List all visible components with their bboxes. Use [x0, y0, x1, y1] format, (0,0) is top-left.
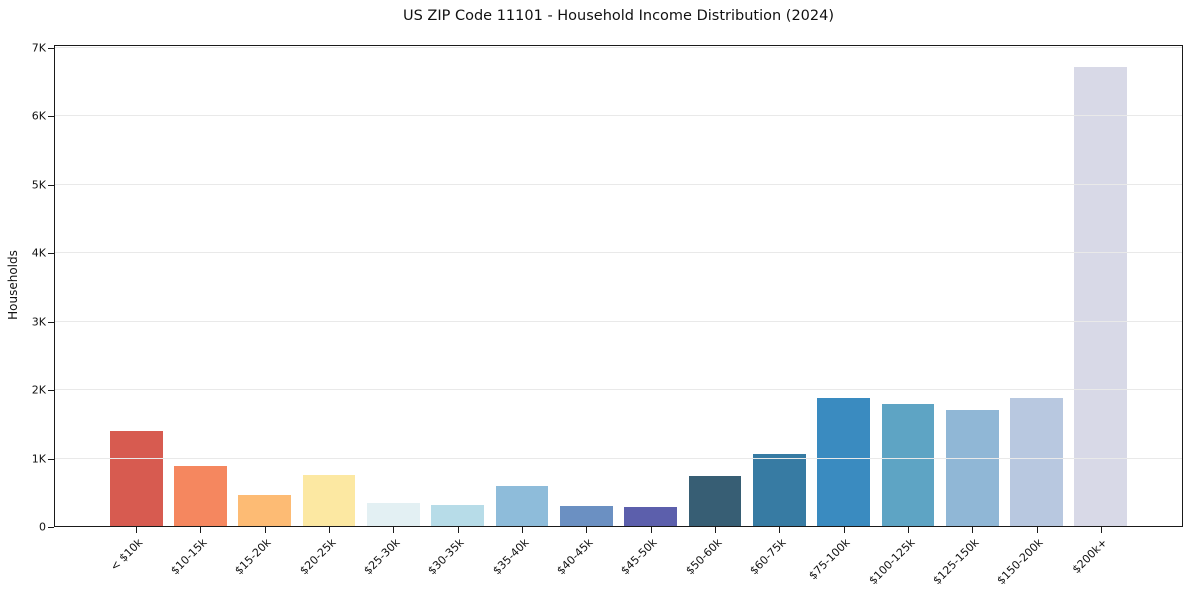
bar-slot: $150-200k — [995, 46, 1068, 587]
x-axis-tick-label: $10-15k — [168, 536, 210, 578]
x-axis-tick-mark — [200, 527, 202, 533]
y-axis-label: Households — [6, 250, 20, 320]
y-axis-tick-label: 0 — [39, 520, 46, 534]
x-axis-tick-mark — [1036, 527, 1038, 533]
x-axis-tick-mark — [586, 527, 588, 533]
x-axis-tick-label: $75-100k — [806, 536, 853, 583]
x-axis-tick-mark — [329, 527, 331, 533]
bar — [1010, 397, 1063, 526]
bar-slot: $200k+ — [1069, 46, 1133, 576]
bar-slot: $10-15k — [168, 46, 232, 577]
bar — [624, 506, 678, 526]
gridline — [55, 457, 1182, 459]
x-axis-tick-label: $25-30k — [361, 536, 403, 578]
x-axis-tick-mark — [779, 527, 781, 533]
x-axis-tick-label: $15-20k — [232, 536, 274, 578]
x-axis-tick-label: $20-25k — [297, 536, 339, 578]
y-axis-tick-label: 2K — [31, 383, 46, 397]
bar-slot: $40-45k — [554, 46, 618, 577]
bar — [559, 506, 613, 526]
x-axis-tick-label: $150-200k — [994, 536, 1046, 588]
x-axis-tick-label: $40-45k — [554, 536, 596, 578]
bar-slot: $100-125k — [866, 46, 940, 587]
bar-slot: $75-100k — [807, 46, 875, 582]
y-axis-tick-label: 1K — [31, 452, 46, 466]
bar-slot: $45-50k — [619, 46, 683, 577]
bar — [495, 485, 549, 526]
bar — [752, 454, 806, 526]
x-axis-tick-label: $100-125k — [865, 536, 918, 588]
x-axis-tick-mark — [136, 527, 138, 533]
y-axis-tick-mark — [48, 47, 54, 49]
bar — [817, 397, 870, 526]
y-axis-tick-mark — [48, 116, 54, 118]
y-axis-tick-label: 3K — [31, 315, 46, 329]
x-axis-tick-mark — [457, 527, 459, 533]
x-axis-tick-label: $125-150k — [930, 536, 982, 588]
chart-title: US ZIP Code 11101 - Household Income Dis… — [402, 8, 835, 24]
x-axis-tick-label: $200k+ — [1070, 536, 1111, 577]
x-axis-tick-label: $30-35k — [425, 536, 467, 578]
x-axis-tick-mark — [522, 527, 524, 533]
bar-slot: $15-20k — [233, 46, 297, 577]
y-axis-tick-label: 6K — [31, 109, 46, 123]
bar-slot: $50-60k — [683, 46, 747, 577]
bar — [431, 504, 485, 526]
gridline — [55, 46, 1182, 48]
gridline — [55, 320, 1182, 322]
bar — [881, 404, 935, 526]
bar — [302, 475, 356, 526]
x-axis-tick-label: $60-75k — [747, 536, 789, 578]
x-axis-tick-label: < $10k — [107, 536, 146, 574]
x-axis-tick-mark — [650, 527, 652, 533]
bar-slot: < $10k — [104, 46, 168, 574]
gridline — [55, 115, 1182, 117]
x-axis-tick-mark — [907, 527, 909, 533]
x-axis-tick-mark — [972, 527, 974, 533]
bar — [238, 495, 292, 526]
y-axis-tick-mark — [48, 527, 54, 528]
y-axis-tick-label: 5K — [31, 178, 46, 192]
bar-slot: $20-25k — [297, 46, 361, 577]
bar-slot: $30-35k — [426, 46, 490, 577]
gridline — [55, 389, 1182, 391]
x-axis-tick-mark — [1100, 527, 1102, 533]
gridline — [55, 252, 1182, 254]
y-axis-tick-mark — [48, 390, 54, 392]
bar-slot: $25-30k — [361, 46, 425, 577]
bar — [945, 409, 999, 526]
bar — [688, 476, 742, 526]
bar — [109, 430, 163, 526]
bar-slot: $125-150k — [930, 46, 1004, 587]
x-axis-tick-label: $50-60k — [682, 536, 725, 578]
x-axis-tick-mark — [393, 527, 395, 533]
bars-row: < $10k $10-15k $15-20k $20-25k $25-30k $30-35… — [55, 46, 1182, 587]
y-axis-tick-mark — [48, 321, 54, 323]
y-axis-tick-label: 4K — [31, 246, 46, 260]
y-axis-tick-label: 7K — [31, 41, 46, 55]
gridline — [55, 183, 1182, 185]
plot-area: < $10k $10-15k $15-20k $20-25k $25-30k $30-35… — [54, 45, 1183, 587]
bar-slot: $60-75k — [747, 46, 811, 577]
bar — [1074, 67, 1128, 526]
y-axis-tick-mark — [48, 184, 54, 186]
bar — [174, 465, 227, 526]
bar — [367, 502, 420, 526]
x-axis-tick-mark — [843, 527, 845, 533]
x-axis-tick-mark — [264, 527, 266, 533]
x-axis-tick-label: $35-40k — [489, 536, 532, 578]
y-axis-tick-mark — [48, 458, 54, 460]
x-axis-tick-label: $45-50k — [618, 536, 660, 578]
bar-slot: $35-40k — [490, 46, 554, 577]
x-axis-tick-mark — [714, 527, 716, 533]
y-axis-tick-mark — [48, 253, 54, 255]
